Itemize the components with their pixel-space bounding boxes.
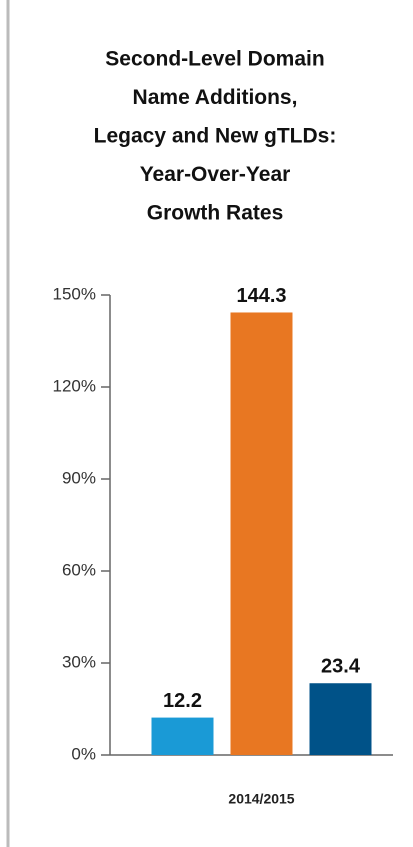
chart-title: Year-Over-Year bbox=[140, 163, 291, 186]
chart-title: Second-Level Domain bbox=[105, 48, 324, 71]
y-tick-label: 90% bbox=[62, 468, 96, 487]
x-tick-label: 2014/2015 bbox=[228, 791, 294, 807]
y-tick-label: 30% bbox=[62, 652, 96, 671]
chart-title: Legacy and New gTLDs: bbox=[94, 125, 337, 148]
y-tick-label: 0% bbox=[71, 744, 96, 763]
y-tick-label: 150% bbox=[53, 284, 96, 303]
data-label: 12.2 bbox=[163, 690, 202, 712]
y-tick-label: 60% bbox=[62, 560, 96, 579]
bar bbox=[230, 312, 293, 755]
y-tick-label: 120% bbox=[53, 376, 96, 395]
bar bbox=[151, 717, 214, 755]
data-label: 23.4 bbox=[321, 656, 361, 678]
data-label: 144.3 bbox=[236, 285, 286, 307]
bar bbox=[309, 683, 372, 755]
chart-title: Growth Rates bbox=[147, 202, 284, 225]
chart-title: Name Additions, bbox=[133, 86, 298, 109]
